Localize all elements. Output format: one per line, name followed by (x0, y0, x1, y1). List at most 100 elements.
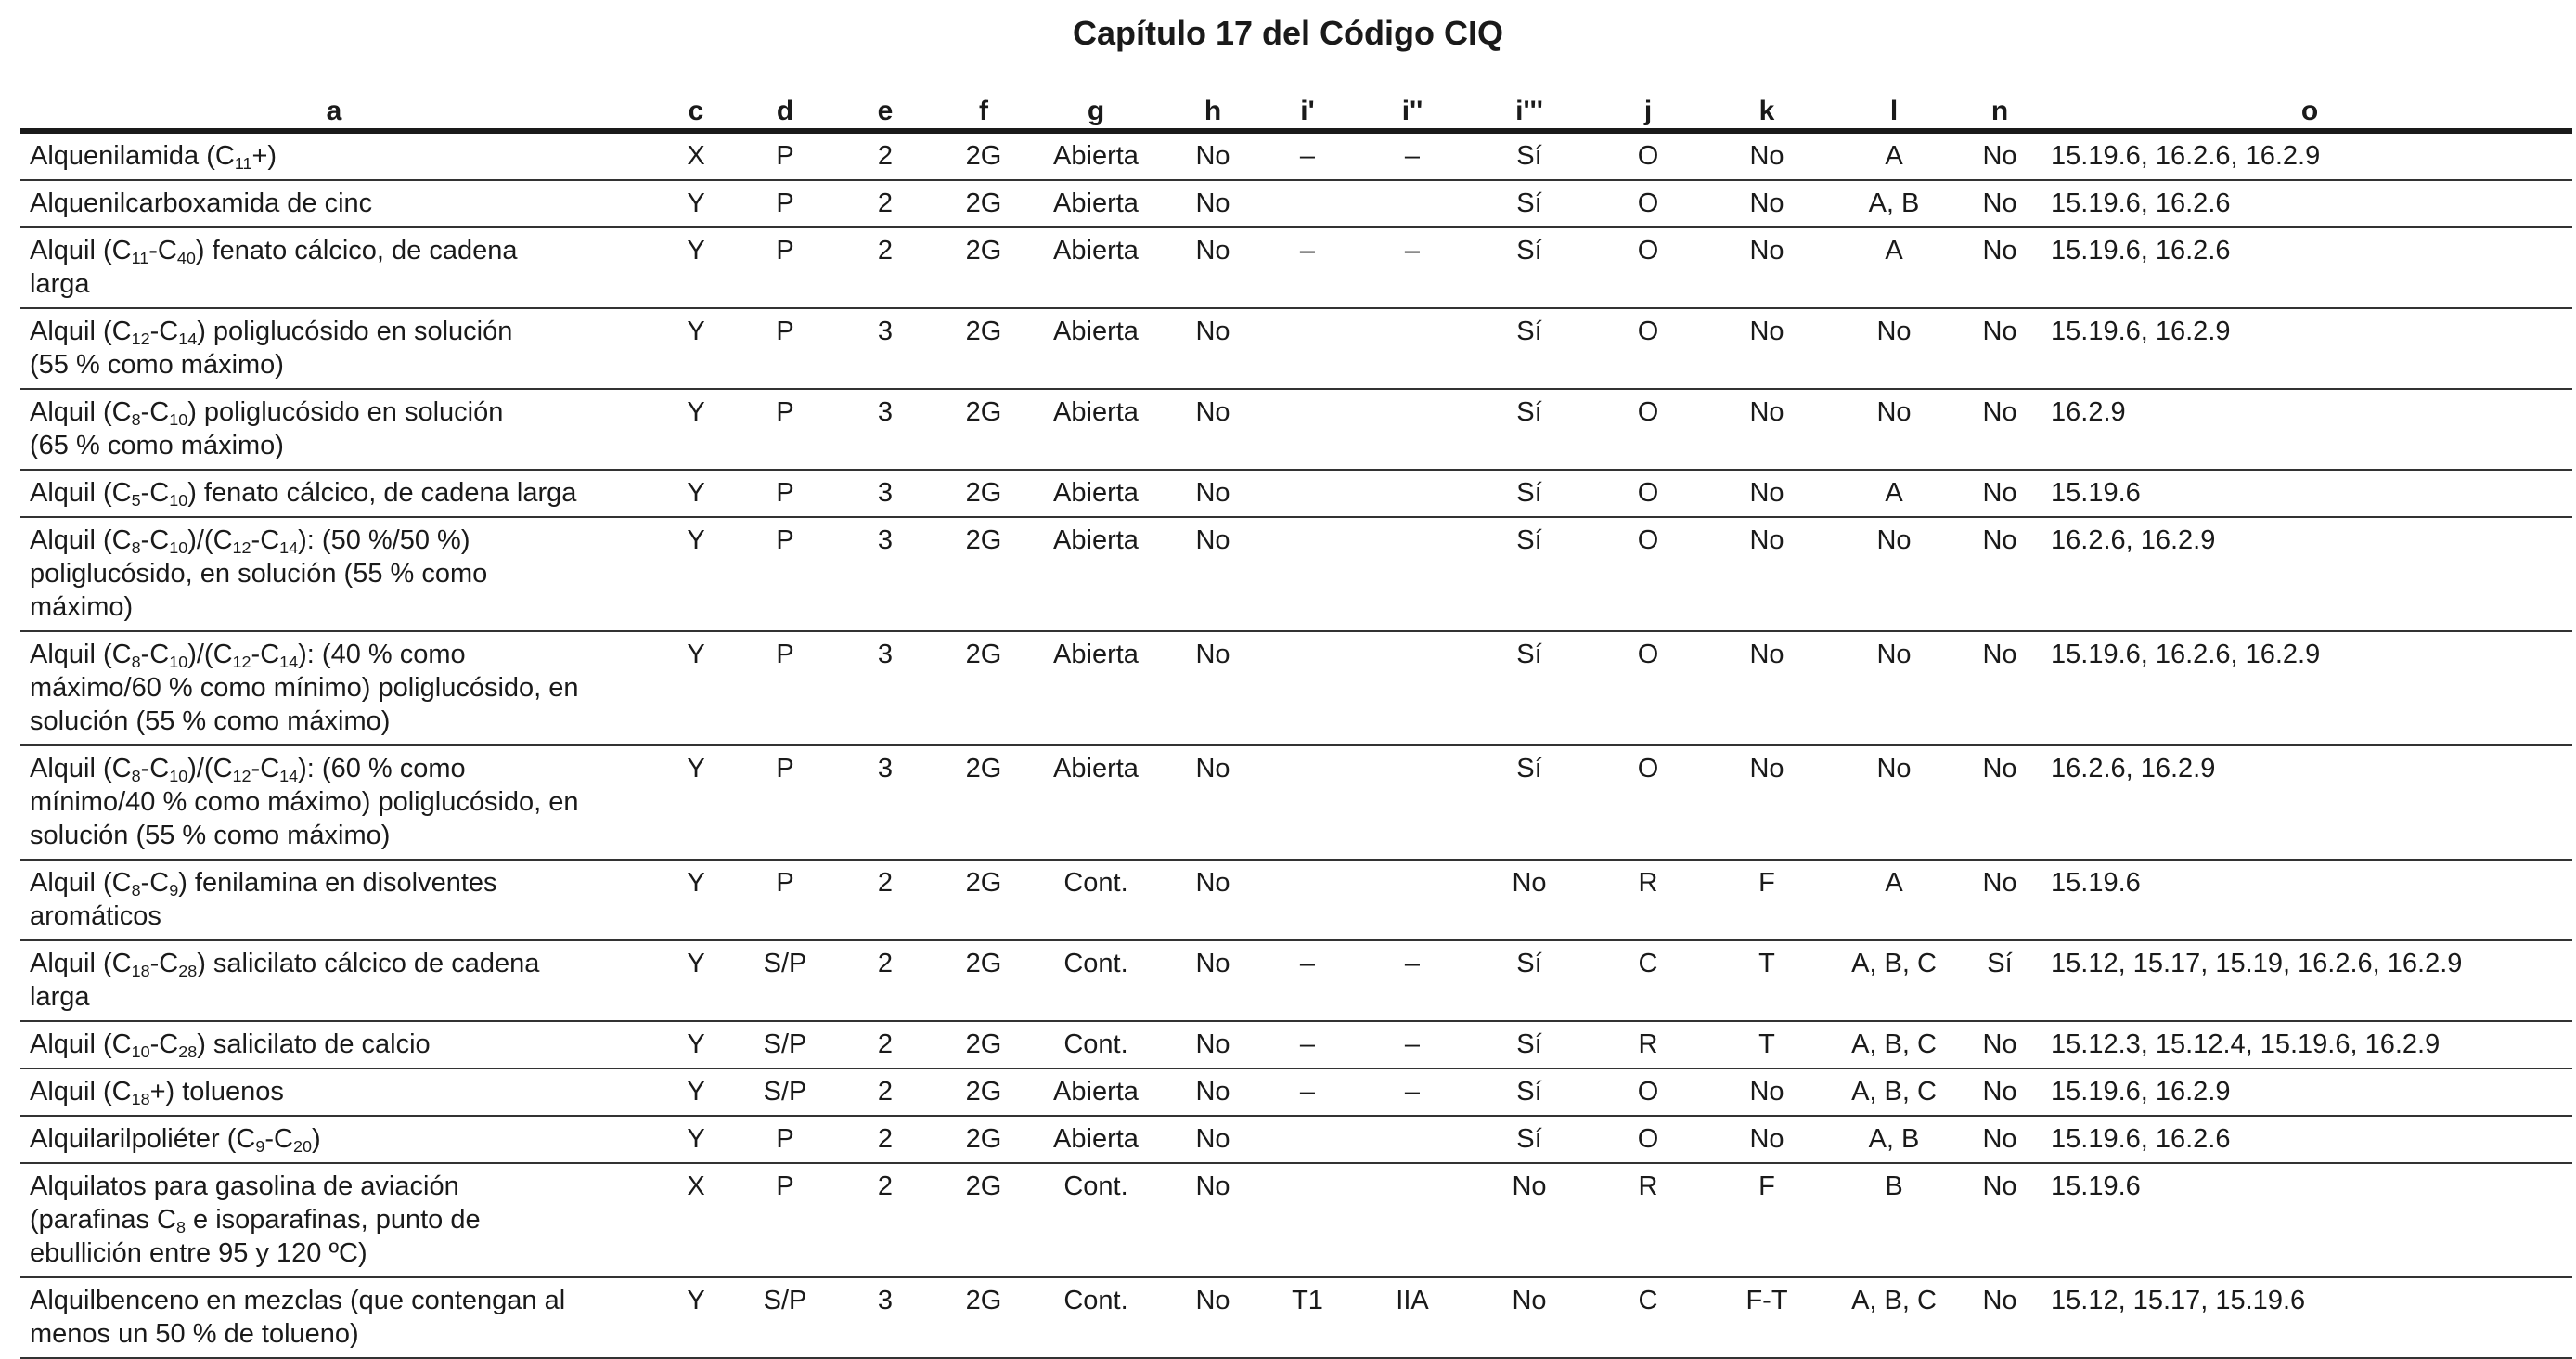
cell-l: No (1830, 308, 1958, 390)
cell-o: 16.2.9 (2041, 389, 2572, 471)
cell-i1 (1256, 860, 1359, 941)
cell-g: Abierta (1023, 180, 1169, 228)
cell-l: A (1830, 227, 1958, 309)
cell-g: Abierta (1023, 745, 1169, 861)
cell-d: P (744, 631, 826, 746)
table-row: Alquil (C18-C28) salicilato cálcico de c… (20, 940, 2572, 1022)
cell-g: Abierta (1023, 1116, 1169, 1164)
cell-i1 (1256, 1163, 1359, 1278)
column-header-e: e (826, 89, 945, 134)
cell-i3: Sí (1466, 1021, 1592, 1069)
cell-l: A (1830, 860, 1958, 941)
cell-i2 (1359, 745, 1466, 861)
cell-i1 (1256, 745, 1359, 861)
cell-l: B (1830, 1163, 1958, 1278)
table-body: Alquenilamida (C11+) X P 2 2G Abierta No – – Sí O N… (20, 131, 2572, 1359)
cell-d: P (744, 1163, 826, 1278)
cell-h: No (1169, 1116, 1256, 1164)
cell-c: Y (648, 1277, 744, 1359)
cell-h: No (1169, 517, 1256, 632)
cell-i1 (1256, 389, 1359, 471)
cell-k: No (1704, 131, 1830, 181)
cell-c: Y (648, 517, 744, 632)
cell-l: A, B, C (1830, 1068, 1958, 1117)
cell-i2 (1359, 308, 1466, 390)
cell-c: Y (648, 308, 744, 390)
cell-j: R (1592, 860, 1704, 941)
cell-c: Y (648, 470, 744, 518)
substance-name: Alquilarilpoliéter (C9-C20) (20, 1116, 648, 1164)
cell-i3: Sí (1466, 308, 1592, 390)
cell-e: 3 (826, 745, 945, 861)
table-row: Alquil (C18+) toluenos Y S/P 2 2G Abierta No – –… (20, 1068, 2572, 1117)
cell-e: 2 (826, 1021, 945, 1069)
table-row: Alquil (C8-C9) fenilamina en disolventes… (20, 860, 2572, 941)
cell-g: Abierta (1023, 631, 1169, 746)
cell-n: No (1958, 1277, 2041, 1359)
cell-d: P (744, 131, 826, 181)
cell-n: No (1958, 227, 2041, 309)
cell-d: P (744, 308, 826, 390)
cell-g: Abierta (1023, 131, 1169, 181)
substance-name: Alquilbenceno en mezclas (que contengan … (20, 1277, 648, 1359)
cell-j: O (1592, 517, 1704, 632)
cell-o: 16.2.6, 16.2.9 (2041, 517, 2572, 632)
cell-g: Abierta (1023, 308, 1169, 390)
cell-c: Y (648, 1021, 744, 1069)
cell-i1: – (1256, 1021, 1359, 1069)
cell-h: No (1169, 860, 1256, 941)
cell-d: S/P (744, 1021, 826, 1069)
cell-n: No (1958, 389, 2041, 471)
table-row: Alquenilcarboxamida de cinc Y P 2 2G Abierta N… (20, 180, 2572, 228)
cell-i1 (1256, 1116, 1359, 1164)
column-header-i2: i'' (1359, 89, 1466, 134)
cell-l: A, B, C (1830, 940, 1958, 1022)
cell-f: 2G (945, 1163, 1023, 1278)
cell-h: No (1169, 389, 1256, 471)
cell-g: Cont. (1023, 1021, 1169, 1069)
cell-j: O (1592, 1068, 1704, 1117)
cell-h: No (1169, 1163, 1256, 1278)
substance-name: Alquil (C18-C28) salicilato cálcico de c… (20, 940, 648, 1022)
cell-e: 3 (826, 308, 945, 390)
page-title: Capítulo 17 del Código CIQ (1072, 14, 1503, 52)
cell-h: No (1169, 131, 1256, 181)
cell-i2 (1359, 180, 1466, 228)
cell-g: Abierta (1023, 470, 1169, 518)
cell-i2: – (1359, 227, 1466, 309)
cell-e: 2 (826, 860, 945, 941)
cell-i2: IIA (1359, 1277, 1466, 1359)
table-row: Alquil (C8-C10) poliglucósido en solució… (20, 389, 2572, 471)
cell-j: C (1592, 940, 1704, 1022)
cell-j: O (1592, 745, 1704, 861)
cell-f: 2G (945, 308, 1023, 390)
cell-j: O (1592, 389, 1704, 471)
cell-h: No (1169, 308, 1256, 390)
cell-i2 (1359, 1163, 1466, 1278)
cell-l: No (1830, 631, 1958, 746)
cell-k: No (1704, 308, 1830, 390)
substance-name: Alquil (C12-C14) poliglucósido en soluci… (20, 308, 648, 390)
cell-f: 2G (945, 470, 1023, 518)
cell-k: No (1704, 517, 1830, 632)
cell-i2: – (1359, 131, 1466, 181)
cell-i1: – (1256, 940, 1359, 1022)
cell-l: No (1830, 745, 1958, 861)
cell-j: O (1592, 308, 1704, 390)
cell-l: A, B, C (1830, 1277, 1958, 1359)
cell-i3: Sí (1466, 1116, 1592, 1164)
cell-o: 15.19.6, 16.2.9 (2041, 1068, 2572, 1117)
cell-n: No (1958, 860, 2041, 941)
cell-e: 2 (826, 227, 945, 309)
cell-d: P (744, 180, 826, 228)
cell-e: 3 (826, 517, 945, 632)
column-header-c: c (648, 89, 744, 134)
column-header-l: l (1830, 89, 1958, 134)
cell-h: No (1169, 180, 1256, 228)
cell-c: X (648, 1163, 744, 1278)
cell-k: No (1704, 1116, 1830, 1164)
cell-l: A, B (1830, 1116, 1958, 1164)
cell-k: F (1704, 1163, 1830, 1278)
cell-d: S/P (744, 1068, 826, 1117)
cell-f: 2G (945, 1068, 1023, 1117)
